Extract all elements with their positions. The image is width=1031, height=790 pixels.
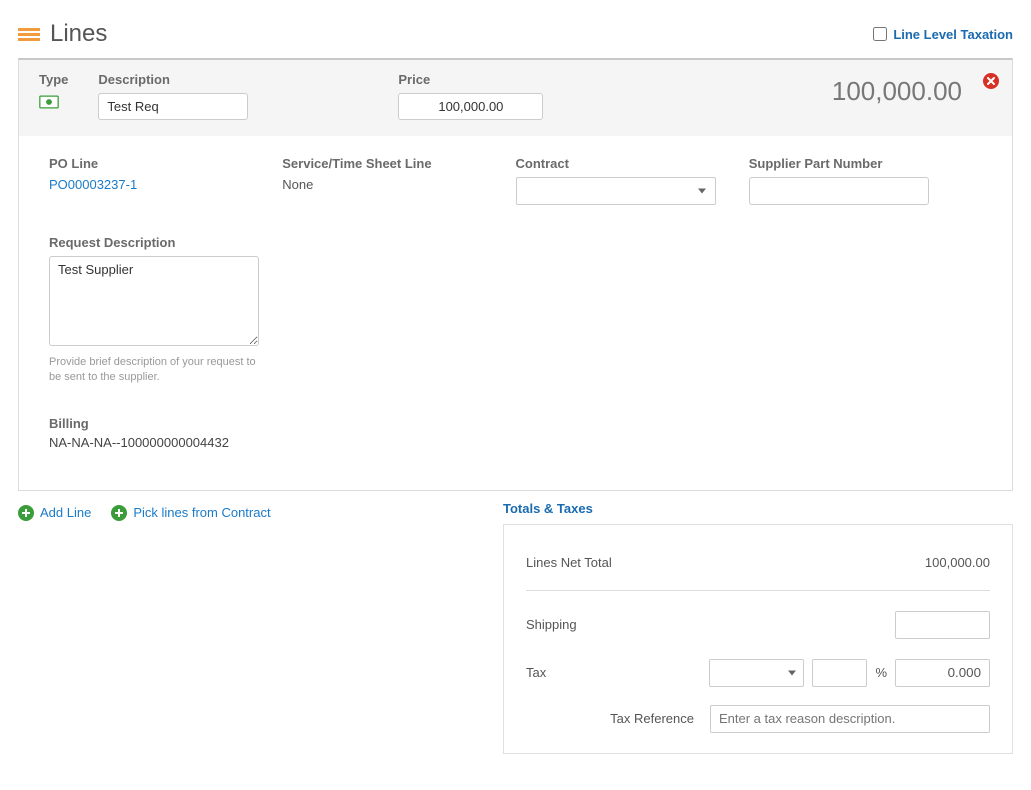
totals-panel: Totals & Taxes Lines Net Total 100,000.0… <box>503 501 1013 754</box>
plus-icon <box>111 505 127 521</box>
tax-label: Tax <box>526 665 666 680</box>
tax-row: Tax % <box>526 649 990 697</box>
price-field: Price <box>398 72 543 120</box>
tax-reference-input[interactable] <box>710 705 990 733</box>
taxation-checkbox-input[interactable] <box>873 27 887 41</box>
money-icon <box>39 95 59 109</box>
section-header: Lines Line Level Taxation <box>18 20 1013 48</box>
contract-label: Contract <box>516 156 729 171</box>
description-label: Description <box>98 72 248 87</box>
net-total-value: 100,000.00 <box>925 555 990 570</box>
actions-row: Add Line Pick lines from Contract Totals… <box>18 501 1013 754</box>
totals-box: Lines Net Total 100,000.00 Shipping Tax … <box>503 524 1013 754</box>
request-description-field: Request Description Provide brief descri… <box>49 235 982 386</box>
lines-icon <box>18 28 40 41</box>
lines-container: Type Description Price 100,000.00 PO Lin… <box>18 58 1013 491</box>
price-input[interactable] <box>398 93 543 120</box>
service-line-field: Service/Time Sheet Line None <box>282 156 515 205</box>
line-details: PO Line PO00003237-1 Service/Time Sheet … <box>19 136 1012 490</box>
request-description-textarea[interactable] <box>49 256 259 346</box>
service-line-value: None <box>282 177 313 192</box>
po-line-label: PO Line <box>49 156 262 171</box>
po-line-field: PO Line PO00003237-1 <box>49 156 282 205</box>
taxation-checkbox-label: Line Level Taxation <box>893 27 1013 42</box>
description-field: Description <box>98 72 248 120</box>
price-label: Price <box>398 72 543 87</box>
contract-select[interactable] <box>516 177 716 205</box>
po-line-link[interactable]: PO00003237-1 <box>49 177 137 192</box>
type-field: Type <box>39 72 68 109</box>
add-line-button[interactable]: Add Line <box>18 505 91 521</box>
plus-icon <box>18 505 34 521</box>
tax-reference-label: Tax Reference <box>610 711 694 726</box>
line-header-row: Type Description Price 100,000.00 <box>19 60 1012 136</box>
tax-percent-input[interactable] <box>812 659 867 687</box>
description-input[interactable] <box>98 93 248 120</box>
section-title: Lines <box>50 20 107 48</box>
billing-label: Billing <box>49 416 89 431</box>
service-line-label: Service/Time Sheet Line <box>282 156 495 171</box>
supplier-part-field: Supplier Part Number <box>749 156 982 205</box>
contract-field: Contract <box>516 156 749 205</box>
request-description-help: Provide brief description of your reques… <box>49 355 259 386</box>
tax-amount-input[interactable] <box>895 659 990 687</box>
add-line-label: Add Line <box>40 505 91 520</box>
pick-lines-button[interactable]: Pick lines from Contract <box>111 505 270 521</box>
billing-value: NA-NA-NA--100000000004432 <box>49 435 982 450</box>
type-label: Type <box>39 72 68 87</box>
line-level-taxation-checkbox[interactable]: Line Level Taxation <box>873 27 1013 42</box>
line-total: 100,000.00 <box>832 72 992 107</box>
net-total-row: Lines Net Total 100,000.00 <box>526 545 990 591</box>
shipping-row: Shipping <box>526 601 990 649</box>
billing-field: Billing NA-NA-NA--100000000004432 <box>49 416 982 450</box>
tax-type-select[interactable] <box>709 659 804 687</box>
delete-line-icon[interactable] <box>982 72 1000 90</box>
supplier-part-label: Supplier Part Number <box>749 156 962 171</box>
request-description-label: Request Description <box>49 235 962 250</box>
pick-lines-label: Pick lines from Contract <box>133 505 270 520</box>
net-total-label: Lines Net Total <box>526 555 666 570</box>
totals-title: Totals & Taxes <box>503 501 1013 516</box>
percent-sign: % <box>875 665 887 680</box>
tax-reference-row: Tax Reference <box>526 697 990 733</box>
supplier-part-input[interactable] <box>749 177 929 205</box>
shipping-input[interactable] <box>895 611 990 639</box>
shipping-label: Shipping <box>526 617 666 632</box>
